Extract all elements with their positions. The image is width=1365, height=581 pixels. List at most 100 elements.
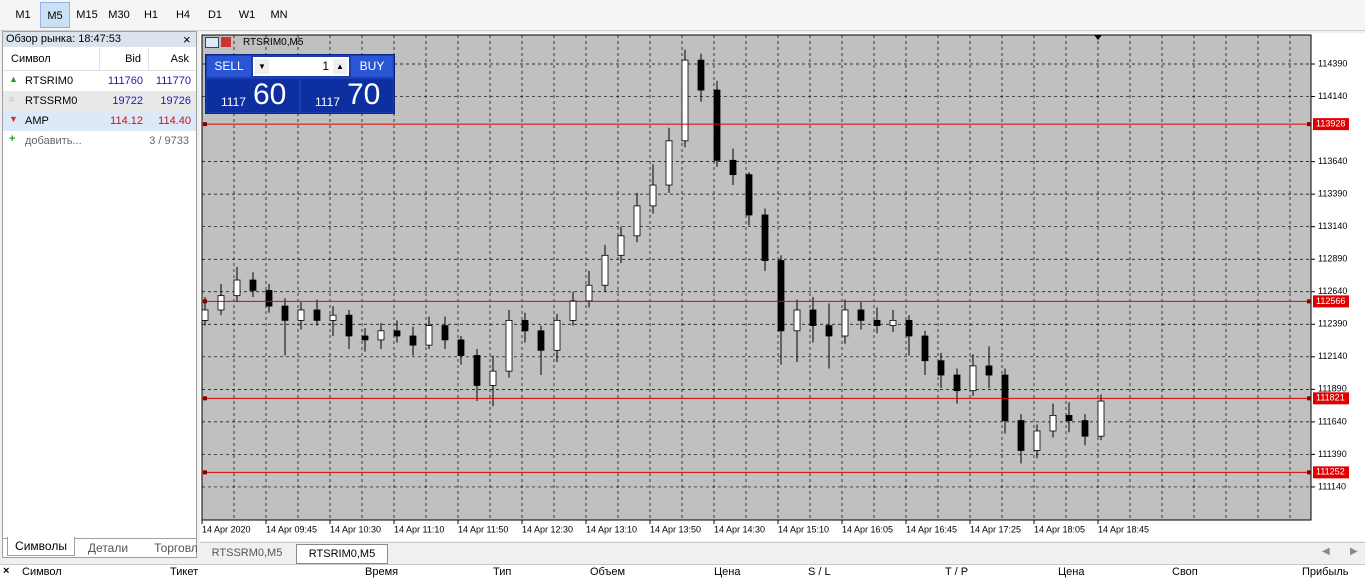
- timeframe-button[interactable]: M1: [15, 9, 31, 21]
- ask: 111770: [155, 75, 191, 87]
- candle-body: [425, 325, 433, 346]
- bid: 19722: [112, 95, 143, 107]
- symbol-count: 3 / 9733: [149, 135, 189, 147]
- x-tick-label: 14 Apr 13:10: [586, 524, 637, 534]
- candle-body: [329, 314, 337, 321]
- bid: 111760: [107, 75, 143, 87]
- candle-body: [297, 309, 305, 321]
- timeframe-button[interactable]: M30: [108, 9, 130, 21]
- tab[interactable]: Торговл: [154, 541, 198, 555]
- candle-body: [265, 290, 273, 307]
- chart-tabs: ◀ ▶ RTSSRM0,M5 RTSRIM0,M5: [200, 542, 1365, 564]
- level-label-bg: [1313, 392, 1349, 405]
- candle-body: [233, 279, 241, 297]
- shift-marker: [1094, 35, 1102, 40]
- candle-body: [377, 330, 385, 341]
- x-tick-label: 14 Apr 11:50: [458, 524, 508, 534]
- timeframe-button[interactable]: W1: [238, 9, 256, 21]
- plot-area: [201, 34, 1312, 521]
- candle-body: [633, 205, 641, 237]
- level-label: 112566: [1316, 296, 1345, 306]
- candle-body: [889, 319, 897, 326]
- candle-body: [985, 365, 993, 376]
- chart-icon: [205, 37, 219, 48]
- chart-tab[interactable]: RTSRIM0,M5: [296, 544, 388, 564]
- candle-body: [1001, 374, 1009, 421]
- candle-body: [969, 365, 977, 392]
- buy-button[interactable]: BUY: [351, 56, 393, 77]
- candle-body: [809, 309, 817, 326]
- tab[interactable]: Детали: [87, 541, 129, 555]
- x-tick-label: 14 Apr 16:05: [842, 524, 893, 534]
- level-label-bg: [1313, 466, 1349, 479]
- trade-panel: SELL ▼ ▲ 1 BUY 1117 60 1117 70: [205, 54, 395, 114]
- symbol-row: [3, 91, 196, 111]
- timeframe-button[interactable]: H1: [143, 9, 159, 21]
- y-tick-label: 111640: [1318, 416, 1347, 426]
- column-header: Время: [365, 566, 399, 578]
- bid-big: 1117: [221, 95, 246, 109]
- y-tick-label: 112140: [1318, 351, 1347, 361]
- symbol-row: [3, 71, 196, 91]
- add-symbol[interactable]: добавить...: [25, 135, 82, 147]
- y-tick-label: 113640: [1318, 156, 1347, 166]
- candle-body: [569, 300, 577, 321]
- sell-button[interactable]: SELL: [207, 56, 251, 77]
- tab[interactable]: Символы: [7, 537, 75, 556]
- candle-body: [409, 335, 417, 346]
- timeframe-button[interactable]: H4: [175, 9, 191, 21]
- x-tick-label: 14 Apr 13:50: [650, 524, 701, 534]
- candle-body: [521, 319, 529, 332]
- column-header: Ask: [170, 53, 189, 65]
- candle-body: [281, 305, 289, 321]
- close-button[interactable]: ×: [3, 565, 10, 577]
- candle-body: [601, 254, 609, 286]
- column-header: Прибыль: [1302, 566, 1349, 578]
- bid-box[interactable]: 1117 60: [207, 78, 299, 112]
- timeframe-button[interactable]: M15: [76, 9, 98, 21]
- column-header: Объем: [590, 566, 626, 578]
- level-label-bg: [1313, 295, 1349, 308]
- volume-down[interactable]: ▼: [255, 59, 269, 74]
- timeframe-button[interactable]: M5: [40, 2, 70, 28]
- symbol: RTSRIM0: [25, 75, 74, 87]
- y-tick-label: 112640: [1318, 286, 1347, 296]
- candle-body: [761, 214, 769, 261]
- volume-input[interactable]: 1: [322, 59, 329, 73]
- ask-small: 70: [347, 78, 381, 111]
- level-label: 111821: [1316, 393, 1345, 403]
- add-icon: +: [9, 133, 16, 145]
- candle-body: [681, 59, 689, 142]
- column-header: Цена: [1058, 566, 1085, 578]
- row-icon: ○: [9, 94, 15, 104]
- candle-body: [537, 330, 545, 351]
- timeframe-button[interactable]: D1: [207, 9, 223, 21]
- volume-up[interactable]: ▲: [333, 59, 347, 74]
- row-icon: ▼: [9, 114, 18, 124]
- scroll-right[interactable]: ▶: [1350, 546, 1358, 557]
- level-label: 111252: [1316, 467, 1345, 477]
- x-tick-label: 14 Apr 16:45: [906, 524, 957, 534]
- x-tick-label: 14 Apr 10:30: [330, 524, 381, 534]
- column-header: Символ: [11, 53, 51, 65]
- ask-big: 1117: [315, 95, 340, 109]
- ask-box[interactable]: 1117 70: [301, 78, 393, 112]
- symbol: RTSSRM0: [25, 95, 78, 107]
- volume-box: ▼ ▲ 1: [253, 57, 349, 76]
- level-handle: [1307, 299, 1311, 304]
- level-handle: [203, 299, 207, 304]
- bid: 114.12: [110, 115, 143, 127]
- candle-body: [457, 339, 465, 356]
- column-header: Тикет: [170, 566, 199, 578]
- x-tick-label: 14 Apr 15:10: [778, 524, 829, 534]
- candle-body: [697, 59, 705, 91]
- chart-tab[interactable]: RTSSRM0,M5: [211, 547, 283, 559]
- close-button[interactable]: ×: [183, 32, 191, 47]
- y-tick-label: 111890: [1318, 384, 1347, 394]
- candle-body: [745, 174, 753, 216]
- timeframe-button[interactable]: MN: [270, 9, 288, 21]
- scroll-left[interactable]: ◀: [1322, 546, 1330, 557]
- symbol-row: [3, 111, 196, 131]
- candle-body: [361, 335, 369, 341]
- chart: 111140 111390 111640 111890 112140 112390 1126…: [200, 33, 1365, 541]
